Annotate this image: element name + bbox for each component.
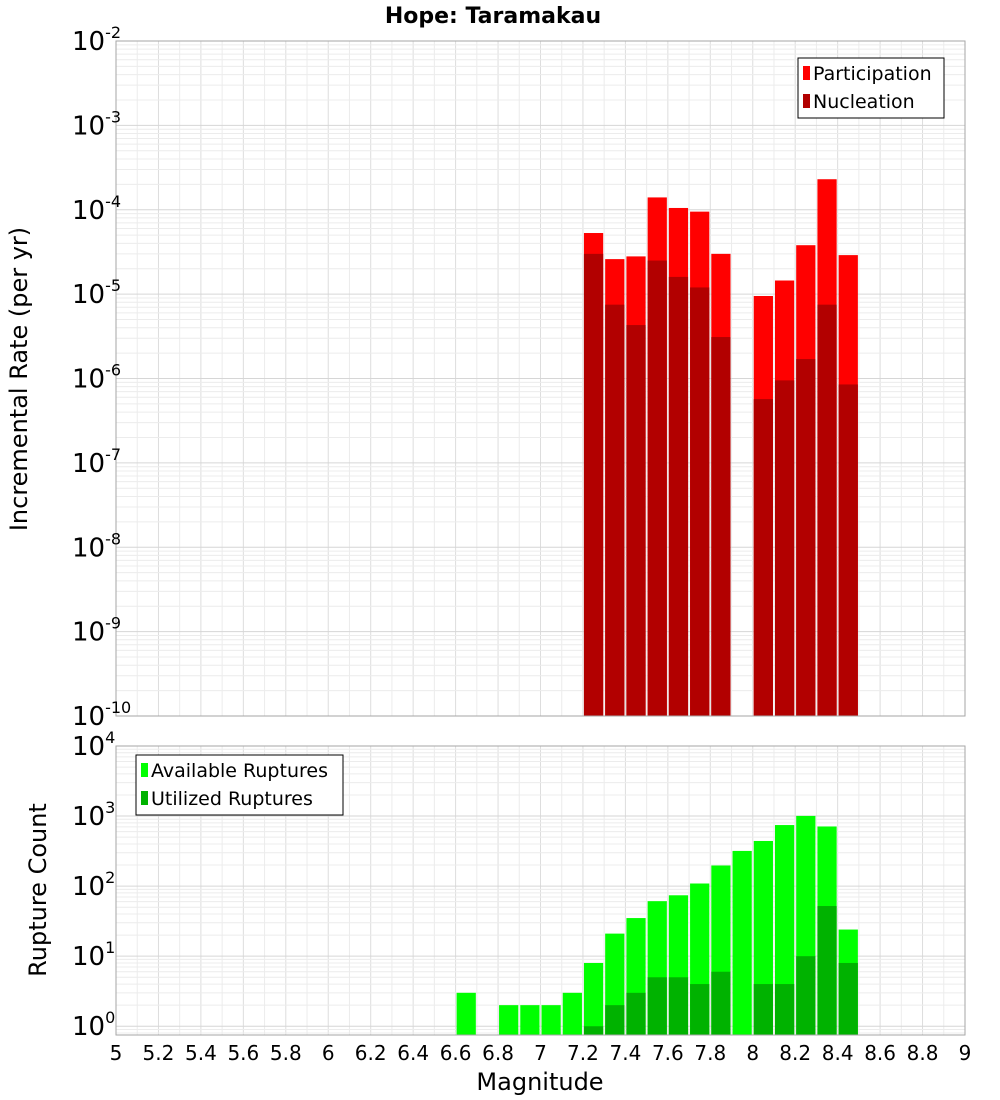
bar-nucleation [647, 260, 667, 716]
top-plot-frame [115, 40, 966, 717]
x-tick-label: 5.2 [143, 1041, 175, 1065]
bar-utilized-ruptures [690, 984, 710, 1035]
bar-available-ruptures [583, 962, 604, 1035]
bottom-y-ticks: 100 101 102 103 104 [72, 728, 115, 1042]
legend-label: Available Ruptures [151, 760, 328, 782]
y-tick-label: 10-5 [72, 276, 121, 310]
bar-nucleation [605, 304, 625, 716]
bar-utilized-ruptures [817, 906, 837, 1035]
bar-available-ruptures [456, 992, 476, 1035]
x-tick-label: 8 [746, 1041, 759, 1065]
top-grid [115, 40, 966, 717]
legend-swatch [803, 66, 810, 80]
bar-nucleation [817, 304, 837, 716]
bar-utilized-ruptures [647, 977, 667, 1035]
bar-nucleation [753, 399, 773, 716]
bar-nucleation [583, 253, 604, 716]
x-tick-label: 5.8 [270, 1041, 302, 1065]
x-tick-label: 7.2 [567, 1041, 599, 1065]
x-tick-label: 8.8 [907, 1041, 939, 1065]
x-tick-label: 5.6 [227, 1041, 259, 1065]
legend-label: Utilized Ruptures [151, 788, 313, 810]
bar-nucleation [690, 287, 710, 716]
x-tick-label: 6.6 [440, 1041, 472, 1065]
bar-utilized-ruptures [753, 984, 773, 1035]
x-tick-label: 5.4 [185, 1041, 217, 1065]
y-tick-label: 10-6 [72, 361, 121, 395]
y-tick-label: 10-3 [72, 107, 121, 141]
y-tick-label: 10-4 [72, 192, 121, 226]
x-tick-label: 9 [959, 1041, 972, 1065]
bar-available-ruptures [520, 1005, 540, 1035]
x-tick-label: 6.8 [482, 1041, 514, 1065]
y-tick-label: 10-10 [72, 698, 131, 732]
bottom-legend: Available Ruptures Utilized Ruptures [135, 754, 344, 816]
bar-utilized-ruptures [668, 977, 689, 1035]
top-bars [583, 179, 858, 717]
bar-utilized-ruptures [626, 992, 646, 1035]
bar-utilized-ruptures [796, 956, 816, 1035]
x-tick-label: 7 [534, 1041, 547, 1065]
y-tick-label: 104 [72, 728, 115, 762]
bar-nucleation [668, 276, 689, 716]
y-tick-label: 10-8 [72, 529, 121, 563]
bar-available-ruptures [774, 825, 795, 1035]
bar-nucleation [838, 384, 858, 716]
bar-nucleation [711, 337, 731, 716]
x-tick-label: 7.6 [652, 1041, 684, 1065]
bar-utilized-ruptures [711, 971, 731, 1035]
bar-utilized-ruptures [838, 962, 858, 1035]
x-tick-label: 8.6 [864, 1041, 896, 1065]
bottom-plot-frame [115, 745, 966, 1036]
legend-label: Nucleation [813, 91, 915, 113]
bottom-bars [456, 815, 858, 1035]
x-tick-label: 5 [110, 1041, 123, 1065]
legend-box [797, 57, 945, 119]
x-tick-label: 6.2 [355, 1041, 387, 1065]
bar-available-ruptures [562, 992, 582, 1035]
x-tick-label: 7.8 [694, 1041, 726, 1065]
bar-available-ruptures [541, 1005, 561, 1035]
legend-swatch [141, 791, 148, 805]
y-tick-label: 102 [72, 868, 115, 902]
bar-available-ruptures [499, 1005, 519, 1035]
x-tick-label: 8.2 [779, 1041, 811, 1065]
x-tick-label: 7.4 [609, 1041, 641, 1065]
legend-swatch [803, 94, 810, 108]
y-tick-label: 10-7 [72, 445, 121, 479]
y-tick-label: 100 [72, 1008, 115, 1042]
bar-utilized-ruptures [583, 1026, 604, 1035]
bar-nucleation [774, 380, 795, 716]
bar-available-ruptures [732, 850, 752, 1035]
bar-nucleation [626, 325, 646, 716]
y-tick-label: 103 [72, 798, 115, 832]
legend-label: Participation [813, 63, 932, 85]
x-ticks: 5 5.2 5.4 5.6 5.8 6 6.2 6.4 6.6 6.8 7 7.2 7.4 7.6 7.8 8… [110, 1041, 972, 1065]
legend-box [135, 754, 344, 816]
bar-nucleation [796, 359, 816, 716]
legend-swatch [141, 763, 148, 777]
x-tick-label: 6 [322, 1041, 335, 1065]
bottom-y-axis-label: Rupture Count [24, 803, 52, 977]
bar-utilized-ruptures [774, 984, 795, 1035]
y-tick-label: 101 [72, 938, 115, 972]
bar-utilized-ruptures [605, 1005, 625, 1035]
y-tick-label: 10-9 [72, 614, 121, 648]
top-y-ticks: 10-10 10-9 10-8 10-7 10-6 10-5 10-4 10-3 10-2 [72, 23, 131, 732]
x-tick-label: 6.4 [397, 1041, 429, 1065]
y-tick-label: 10-2 [72, 23, 121, 57]
chart-title: Hope: Taramakau [385, 4, 601, 29]
top-y-axis-label: Incremental Rate (per yr) [5, 227, 33, 531]
x-axis-label: Magnitude [476, 1068, 603, 1096]
top-legend: Participation Nucleation [797, 57, 945, 119]
x-tick-label: 8.4 [822, 1041, 854, 1065]
